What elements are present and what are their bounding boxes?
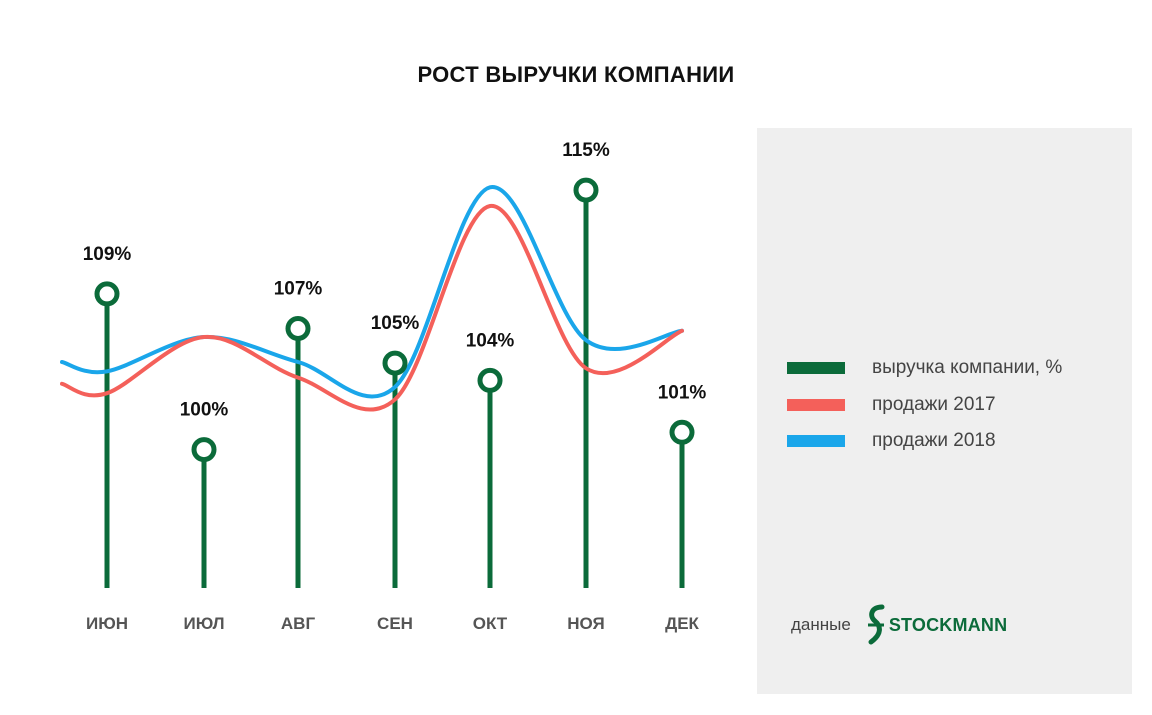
x-tick-label: НОЯ xyxy=(567,614,605,633)
chart-title: РОСТ ВЫРУЧКИ КОМПАНИИ xyxy=(417,62,735,87)
legend-label-sales-2018: продажи 2018 xyxy=(872,430,996,451)
revenue-data-label: 115% xyxy=(562,140,610,161)
legend-swatch-sales-2018 xyxy=(787,435,845,447)
sales-2018-line xyxy=(60,185,684,399)
revenue-data-label: 109% xyxy=(83,244,132,265)
revenue-point xyxy=(669,419,695,445)
revenue-point xyxy=(285,316,311,341)
legend-swatch-revenue xyxy=(787,362,845,374)
revenue-point xyxy=(191,437,217,463)
x-tick-label: ИЮН xyxy=(86,614,128,633)
legend-label-sales-2017: продажи 2017 xyxy=(872,394,996,415)
x-tick-label: ОКТ xyxy=(473,614,508,633)
legend-item-sales-2017: продажи 2017 xyxy=(787,393,996,417)
revenue-point xyxy=(94,281,120,307)
x-tick-label: СЕН xyxy=(377,614,413,633)
brand-name: STOCKMANN xyxy=(888,614,1008,635)
revenue-point xyxy=(573,177,599,203)
revenue-data-label: 101% xyxy=(658,382,707,403)
x-tick-label: ИЮЛ xyxy=(183,614,224,633)
legend-label-revenue: выручка компании, % xyxy=(872,357,1063,378)
x-tick-label: АВГ xyxy=(281,614,316,633)
revenue-data-label: 107% xyxy=(274,279,323,300)
revenue-point xyxy=(477,367,503,393)
revenue-data-label: 105% xyxy=(371,313,420,334)
sales-2017-line xyxy=(60,204,684,412)
data-source: данные STOCKMANN xyxy=(791,604,1007,646)
stockmann-s-logo-icon xyxy=(867,604,885,645)
revenue-data-label: 104% xyxy=(466,330,515,351)
revenue-point xyxy=(382,350,408,376)
x-tick-label: ДЕК xyxy=(665,614,699,633)
legend-item-sales-2018: продажи 2018 xyxy=(787,429,996,453)
source-prefix: данные xyxy=(791,615,851,634)
legend-swatch-sales-2017 xyxy=(787,399,845,411)
legend-panel: выручка компании, % продажи 2017 продажи… xyxy=(757,128,1132,694)
legend-item-revenue: выручка компании, % xyxy=(787,356,1062,380)
revenue-data-label: 100% xyxy=(180,400,229,421)
